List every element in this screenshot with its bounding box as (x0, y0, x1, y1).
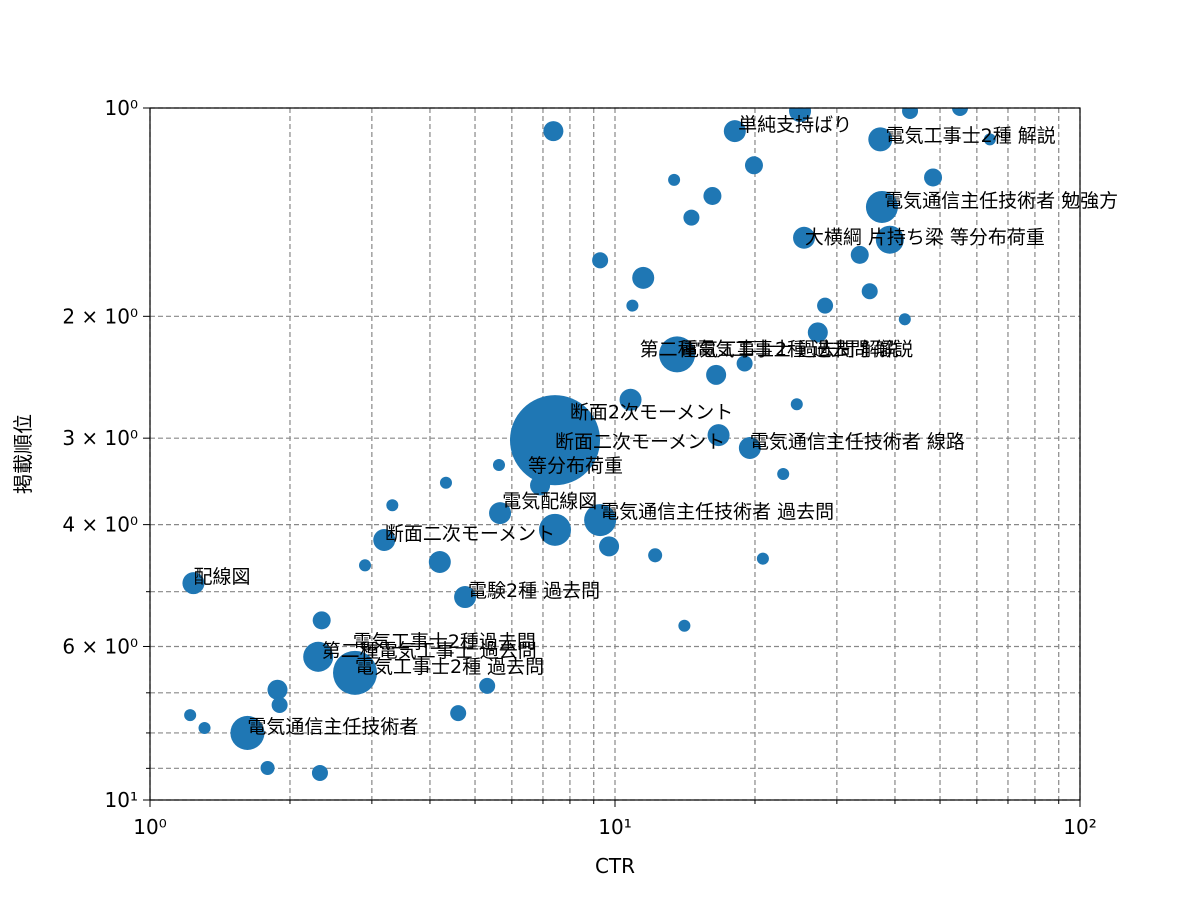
axes: 10⁰ 10¹ 10² 10⁰ 2 × 10⁰ 3 × 10⁰ 4 × 10⁰ 6 × 10⁰… (62, 96, 1096, 839)
point (983, 133, 996, 146)
point (184, 709, 197, 722)
point (312, 611, 331, 630)
annotation: 電気通信主任技術者 勉強方 (884, 190, 1118, 212)
annotation: 断面二次モーメント (385, 523, 555, 545)
annotation: 断面2次モーメント (570, 402, 733, 424)
point (260, 760, 275, 776)
annotation: 電気通信主任技術者 過去問 (600, 501, 834, 523)
point (951, 108, 969, 117)
point (898, 313, 911, 326)
point (902, 108, 919, 119)
point (230, 715, 265, 750)
point (492, 458, 506, 471)
point (738, 437, 761, 460)
point (439, 476, 452, 489)
point (723, 120, 746, 143)
point (817, 297, 834, 314)
point (924, 168, 943, 187)
point (267, 679, 288, 700)
point (632, 266, 655, 289)
point (386, 499, 399, 512)
point (668, 173, 681, 186)
y-tick-label: 2 × 10⁰ (62, 304, 138, 328)
annotation: 第二種電気工事士 過去問 解説 (640, 339, 899, 361)
annotation: 断面二次モーメント (555, 431, 725, 453)
point (736, 355, 753, 372)
point (793, 226, 816, 249)
point (311, 764, 328, 781)
point (599, 536, 620, 557)
point (592, 252, 609, 269)
annotation: 電気通信主任技術者 (247, 716, 418, 738)
point (428, 551, 451, 574)
x-tick-label: 10¹ (598, 815, 631, 839)
point (865, 190, 898, 223)
point (373, 529, 396, 552)
point (454, 586, 477, 609)
annotation: 電気工事士2種 過去問 (355, 656, 544, 678)
annotation: 電気通信主任技術者 線路 (750, 431, 965, 453)
point (479, 677, 496, 694)
point (861, 283, 878, 300)
y-axis-label: 掲載順位 (11, 414, 35, 494)
point (875, 225, 904, 254)
point (489, 502, 512, 525)
point (450, 705, 467, 722)
x-tick-label: 10² (1063, 815, 1096, 839)
y-tick-label: 10¹ (105, 788, 138, 812)
point (706, 364, 727, 385)
y-tick-label: 3 × 10⁰ (62, 426, 138, 450)
point (678, 619, 691, 632)
point (868, 127, 893, 152)
annotation: 電気工事士2種 過去問 解説 (680, 339, 913, 361)
point (756, 552, 769, 565)
x-tick-label: 10⁰ (133, 815, 166, 839)
point (707, 424, 730, 447)
y-tick-label: 4 × 10⁰ (62, 513, 138, 537)
point (744, 156, 763, 175)
point (584, 504, 617, 537)
point (271, 696, 288, 714)
point (359, 559, 372, 572)
x-axis-label: CTR (595, 854, 635, 878)
point (659, 336, 696, 373)
point (333, 650, 378, 695)
point (683, 209, 700, 226)
points (182, 108, 996, 781)
point (182, 572, 205, 595)
annotation: 電験2種 過去問 (468, 580, 600, 602)
point (777, 467, 790, 481)
annotation: 配線図 (193, 566, 250, 588)
point (703, 186, 722, 205)
annotation: 電気工事士2種過去問 (353, 631, 536, 653)
annotation: 第二種電気工事士 過去問 (322, 640, 537, 662)
point (648, 548, 663, 563)
point (198, 722, 211, 735)
point (303, 641, 334, 672)
point (790, 398, 803, 411)
annotation: 等分布荷重 (528, 455, 623, 477)
y-tick-label: 10⁰ (105, 96, 138, 120)
annotation: 電気工事士2種 解説 (886, 125, 1056, 147)
point (807, 322, 828, 343)
y-tick-label: 6 × 10⁰ (62, 634, 138, 658)
point (509, 395, 601, 486)
point (543, 121, 564, 142)
annotation: 単純支持ばり (738, 114, 852, 136)
point (789, 108, 812, 122)
point (850, 245, 869, 264)
point (539, 513, 572, 546)
point (619, 388, 642, 411)
point (626, 299, 639, 312)
point (530, 475, 551, 496)
annotation: 電気配線図 (502, 491, 597, 513)
annotation: 大横綱 片持ち梁 等分布荷重 (805, 227, 1045, 249)
